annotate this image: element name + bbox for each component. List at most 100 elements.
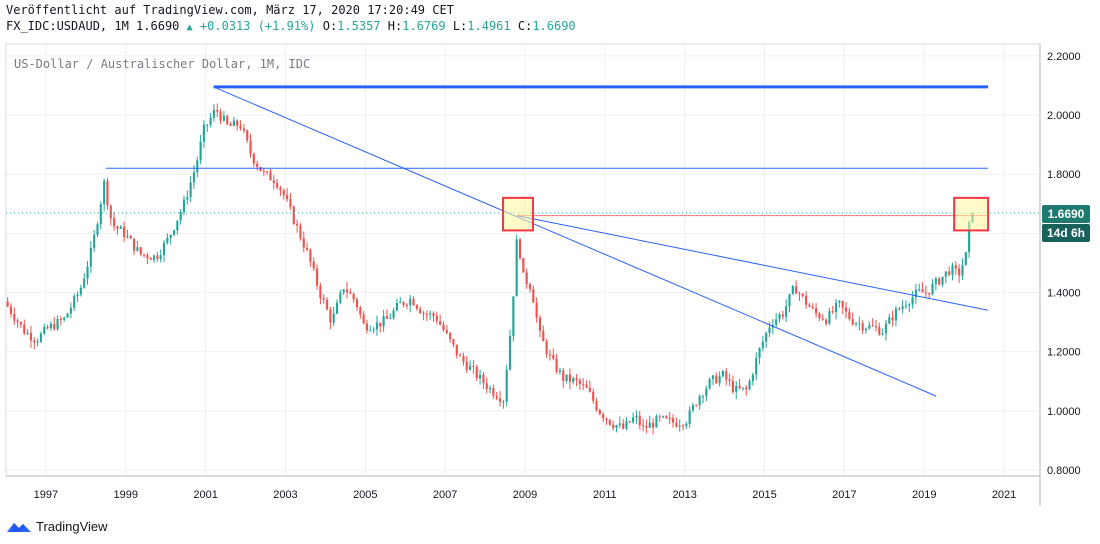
candle-body (33, 340, 36, 343)
candle-body (252, 153, 255, 164)
candle-body (758, 348, 761, 359)
candle-body (588, 387, 591, 392)
candle-body (655, 416, 658, 428)
highlight-boxes[interactable] (502, 196, 990, 232)
candle-body (312, 261, 315, 269)
low-label: L: (452, 19, 468, 33)
trend-line[interactable] (213, 86, 937, 397)
candle-body (29, 332, 33, 341)
candle-body (961, 265, 964, 276)
candle-body (572, 378, 575, 382)
candle-body (815, 308, 818, 314)
highlight-box[interactable] (953, 196, 990, 232)
candle-body (968, 222, 971, 253)
candle-body (319, 285, 322, 299)
candle-body (582, 384, 585, 386)
candle-body (419, 308, 422, 314)
trend-line[interactable] (516, 215, 989, 311)
candle-body (133, 238, 136, 251)
candle-body (911, 297, 914, 305)
candle-body (495, 395, 498, 399)
time-tick-label: 2009 (513, 489, 537, 501)
candle-body (372, 329, 375, 331)
candle-body (711, 375, 715, 380)
candle-body (638, 415, 641, 426)
candle-body (632, 417, 635, 423)
candle-body (498, 398, 502, 402)
candle-body (688, 410, 691, 424)
candle-body (76, 294, 79, 296)
candle-body (755, 358, 758, 375)
candle-body (505, 369, 508, 402)
candle-body (139, 247, 142, 255)
candle-body (39, 333, 43, 342)
candle-body (671, 418, 675, 423)
candle-body (598, 409, 601, 415)
candle-body (851, 319, 854, 325)
candle-body (226, 115, 229, 125)
high-value: 1.6769 (402, 19, 446, 33)
candle-body (492, 387, 495, 396)
highlight-box[interactable] (502, 196, 534, 232)
candle-body (209, 117, 212, 125)
candle-body (345, 289, 349, 293)
candle-body (442, 324, 445, 331)
candle-body (715, 375, 718, 384)
candle-body (818, 313, 821, 319)
candle-body (435, 316, 438, 322)
candle-body (23, 324, 26, 334)
time-tick-label: 2013 (672, 489, 696, 501)
candle-body (409, 298, 412, 306)
candle-body (795, 286, 798, 294)
candle-body (928, 292, 931, 295)
candle-body (462, 355, 465, 362)
candle-body (628, 421, 631, 423)
chart-header: Veröffentlicht auf TradingView.com, März… (6, 2, 806, 36)
time-axis[interactable]: 1997 1999 2001 2003 2005 2007 2009 2011 2013 2015… (34, 489, 1017, 501)
open-label: O: (322, 19, 338, 33)
candle-body (508, 336, 512, 370)
candle-body (43, 326, 46, 334)
price-tick-label: 1.4000 (1047, 288, 1081, 300)
price-tick-label: 2.2000 (1047, 51, 1081, 63)
candle-body (56, 318, 59, 330)
candle-body (608, 419, 611, 425)
candle-body (186, 197, 189, 200)
time-tick-label: 2015 (752, 489, 776, 501)
candle-body (266, 171, 269, 173)
brand-footer[interactable]: TradingView (6, 515, 108, 537)
candle-body (745, 387, 748, 390)
drawings[interactable] (6, 85, 1040, 397)
candle-body (26, 332, 29, 334)
candle-body (206, 124, 209, 126)
candle-body (113, 218, 116, 227)
candle-body (708, 379, 711, 389)
candle-body (891, 317, 894, 321)
candle-body (538, 317, 542, 331)
candle-body (212, 109, 216, 118)
candle-body (678, 425, 681, 427)
candle-body (415, 305, 418, 309)
candle-body (558, 370, 562, 372)
candle-body (805, 295, 808, 305)
candle-body (119, 226, 122, 229)
candle-body (828, 311, 831, 324)
candle-body (785, 306, 788, 317)
candle-body (612, 424, 615, 428)
candle-body (469, 366, 472, 370)
price-axis[interactable]: 0.80001.00001.20001.40001.60001.80002.00… (1047, 51, 1081, 477)
candle-body (99, 204, 102, 225)
candle-body (129, 236, 132, 239)
candle-body (172, 230, 176, 235)
candle-body (46, 326, 49, 329)
candle-body (931, 283, 934, 295)
candle-body (485, 383, 488, 390)
candle-body (605, 418, 608, 420)
candle-body (635, 415, 638, 418)
candle-body (884, 323, 888, 334)
candle-body (299, 225, 302, 239)
candle-body (725, 371, 728, 380)
candle-body (362, 314, 365, 324)
candle-body (123, 226, 126, 237)
